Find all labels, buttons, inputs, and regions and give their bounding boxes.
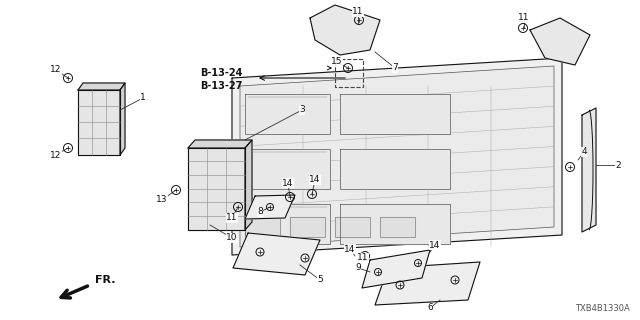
Text: 10: 10: [227, 234, 237, 243]
Polygon shape: [245, 195, 295, 219]
Text: 2: 2: [615, 161, 621, 170]
Polygon shape: [340, 149, 450, 189]
Polygon shape: [78, 83, 125, 90]
Text: 3: 3: [299, 106, 305, 115]
Polygon shape: [362, 250, 430, 288]
Polygon shape: [245, 140, 252, 230]
Polygon shape: [335, 217, 370, 237]
Text: 6: 6: [427, 303, 433, 313]
Text: 11: 11: [357, 253, 369, 262]
Polygon shape: [245, 149, 330, 189]
Polygon shape: [245, 217, 280, 237]
Polygon shape: [232, 58, 562, 255]
Polygon shape: [375, 262, 480, 305]
Polygon shape: [240, 66, 554, 247]
Polygon shape: [188, 148, 245, 230]
Polygon shape: [310, 5, 380, 55]
Polygon shape: [340, 204, 450, 244]
Text: 14: 14: [344, 244, 356, 253]
Polygon shape: [78, 90, 120, 155]
Polygon shape: [233, 233, 320, 275]
Text: 9: 9: [355, 263, 361, 273]
Text: 4: 4: [581, 148, 587, 156]
Polygon shape: [530, 18, 590, 65]
Polygon shape: [120, 83, 125, 155]
Text: 7: 7: [392, 63, 398, 73]
Text: 1: 1: [140, 93, 146, 102]
Polygon shape: [245, 94, 330, 134]
Polygon shape: [290, 217, 325, 237]
Text: 11: 11: [352, 7, 364, 17]
Polygon shape: [340, 94, 450, 134]
Text: 14: 14: [282, 179, 294, 188]
Polygon shape: [380, 217, 415, 237]
Text: FR.: FR.: [95, 275, 115, 285]
Text: TXB4B1330A: TXB4B1330A: [575, 304, 630, 313]
Polygon shape: [582, 108, 596, 232]
Text: 8: 8: [257, 207, 263, 217]
Text: B-13-27: B-13-27: [200, 81, 243, 91]
Text: 15: 15: [332, 58, 343, 67]
Text: 11: 11: [227, 213, 237, 222]
Polygon shape: [245, 204, 330, 244]
Text: 5: 5: [317, 276, 323, 284]
Text: 11: 11: [518, 13, 530, 22]
Text: 12: 12: [51, 150, 61, 159]
Polygon shape: [188, 140, 252, 148]
Text: 13: 13: [156, 196, 168, 204]
Text: 14: 14: [309, 175, 321, 185]
Text: B-13-24: B-13-24: [200, 68, 243, 78]
Text: 14: 14: [429, 241, 441, 250]
Text: 12: 12: [51, 66, 61, 75]
